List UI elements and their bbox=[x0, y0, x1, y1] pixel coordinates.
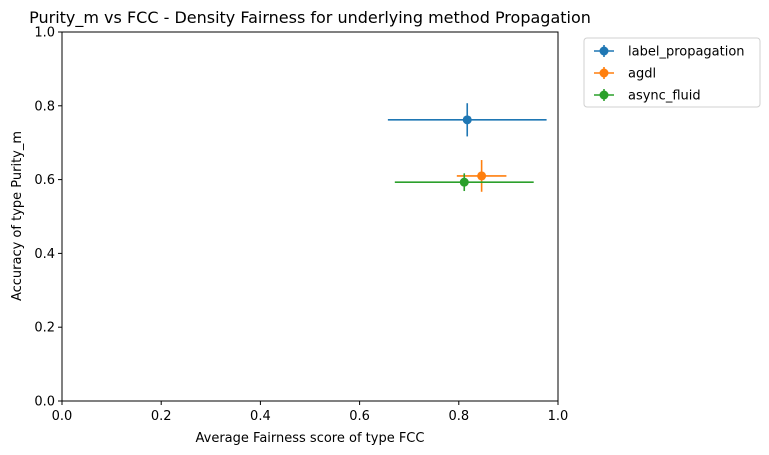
x-tick-label: 0.2 bbox=[151, 409, 172, 424]
series-agdl bbox=[456, 160, 507, 192]
legend-marker bbox=[599, 46, 609, 56]
legend-label: label_propagation bbox=[628, 45, 745, 60]
legend-frame bbox=[583, 37, 761, 108]
data-marks bbox=[387, 103, 547, 192]
y-tick-label: 0.6 bbox=[34, 173, 55, 188]
x-tick-label: 0.4 bbox=[250, 409, 271, 424]
data-point bbox=[462, 115, 472, 125]
data-point bbox=[459, 177, 469, 187]
x-tick-label: 0.8 bbox=[448, 409, 469, 424]
legend-label: async_fluid bbox=[628, 89, 701, 104]
x-axis-ticks: 0.0 0.2 0.4 0.6 0.8 1.0 bbox=[52, 401, 569, 424]
chart-title: Purity_m vs FCC - Density Fairness for u… bbox=[29, 8, 591, 28]
plot-area bbox=[61, 31, 559, 402]
y-tick-label: 0.2 bbox=[34, 321, 55, 336]
y-axis-ticks: 0.0 0.2 0.4 0.6 0.8 1.0 bbox=[34, 26, 62, 410]
y-axis-label: Accuracy of type Purity_m bbox=[10, 131, 25, 301]
x-tick-label: 1.0 bbox=[548, 409, 569, 424]
x-tick-label: 0.0 bbox=[52, 409, 73, 424]
legend-item-async-fluid: async_fluid bbox=[594, 89, 701, 104]
y-tick-label: 0.0 bbox=[34, 395, 55, 410]
plot-frame bbox=[61, 31, 559, 402]
x-axis-label: Average Fairness score of type FCC bbox=[196, 431, 425, 446]
data-point bbox=[477, 171, 487, 181]
x-tick-label: 0.6 bbox=[349, 409, 370, 424]
y-tick-label: 0.8 bbox=[34, 99, 55, 114]
legend-item-label-propagation: label_propagation bbox=[594, 45, 745, 60]
y-tick-label: 0.4 bbox=[34, 247, 55, 262]
y-tick-label: 1.0 bbox=[34, 26, 55, 41]
series-label-propagation bbox=[387, 103, 547, 137]
legend-label: agdl bbox=[628, 67, 656, 82]
legend-item-agdl: agdl bbox=[594, 67, 656, 82]
legend-marker bbox=[599, 90, 609, 100]
series-async-fluid bbox=[394, 173, 534, 192]
legend-marker bbox=[599, 68, 609, 78]
